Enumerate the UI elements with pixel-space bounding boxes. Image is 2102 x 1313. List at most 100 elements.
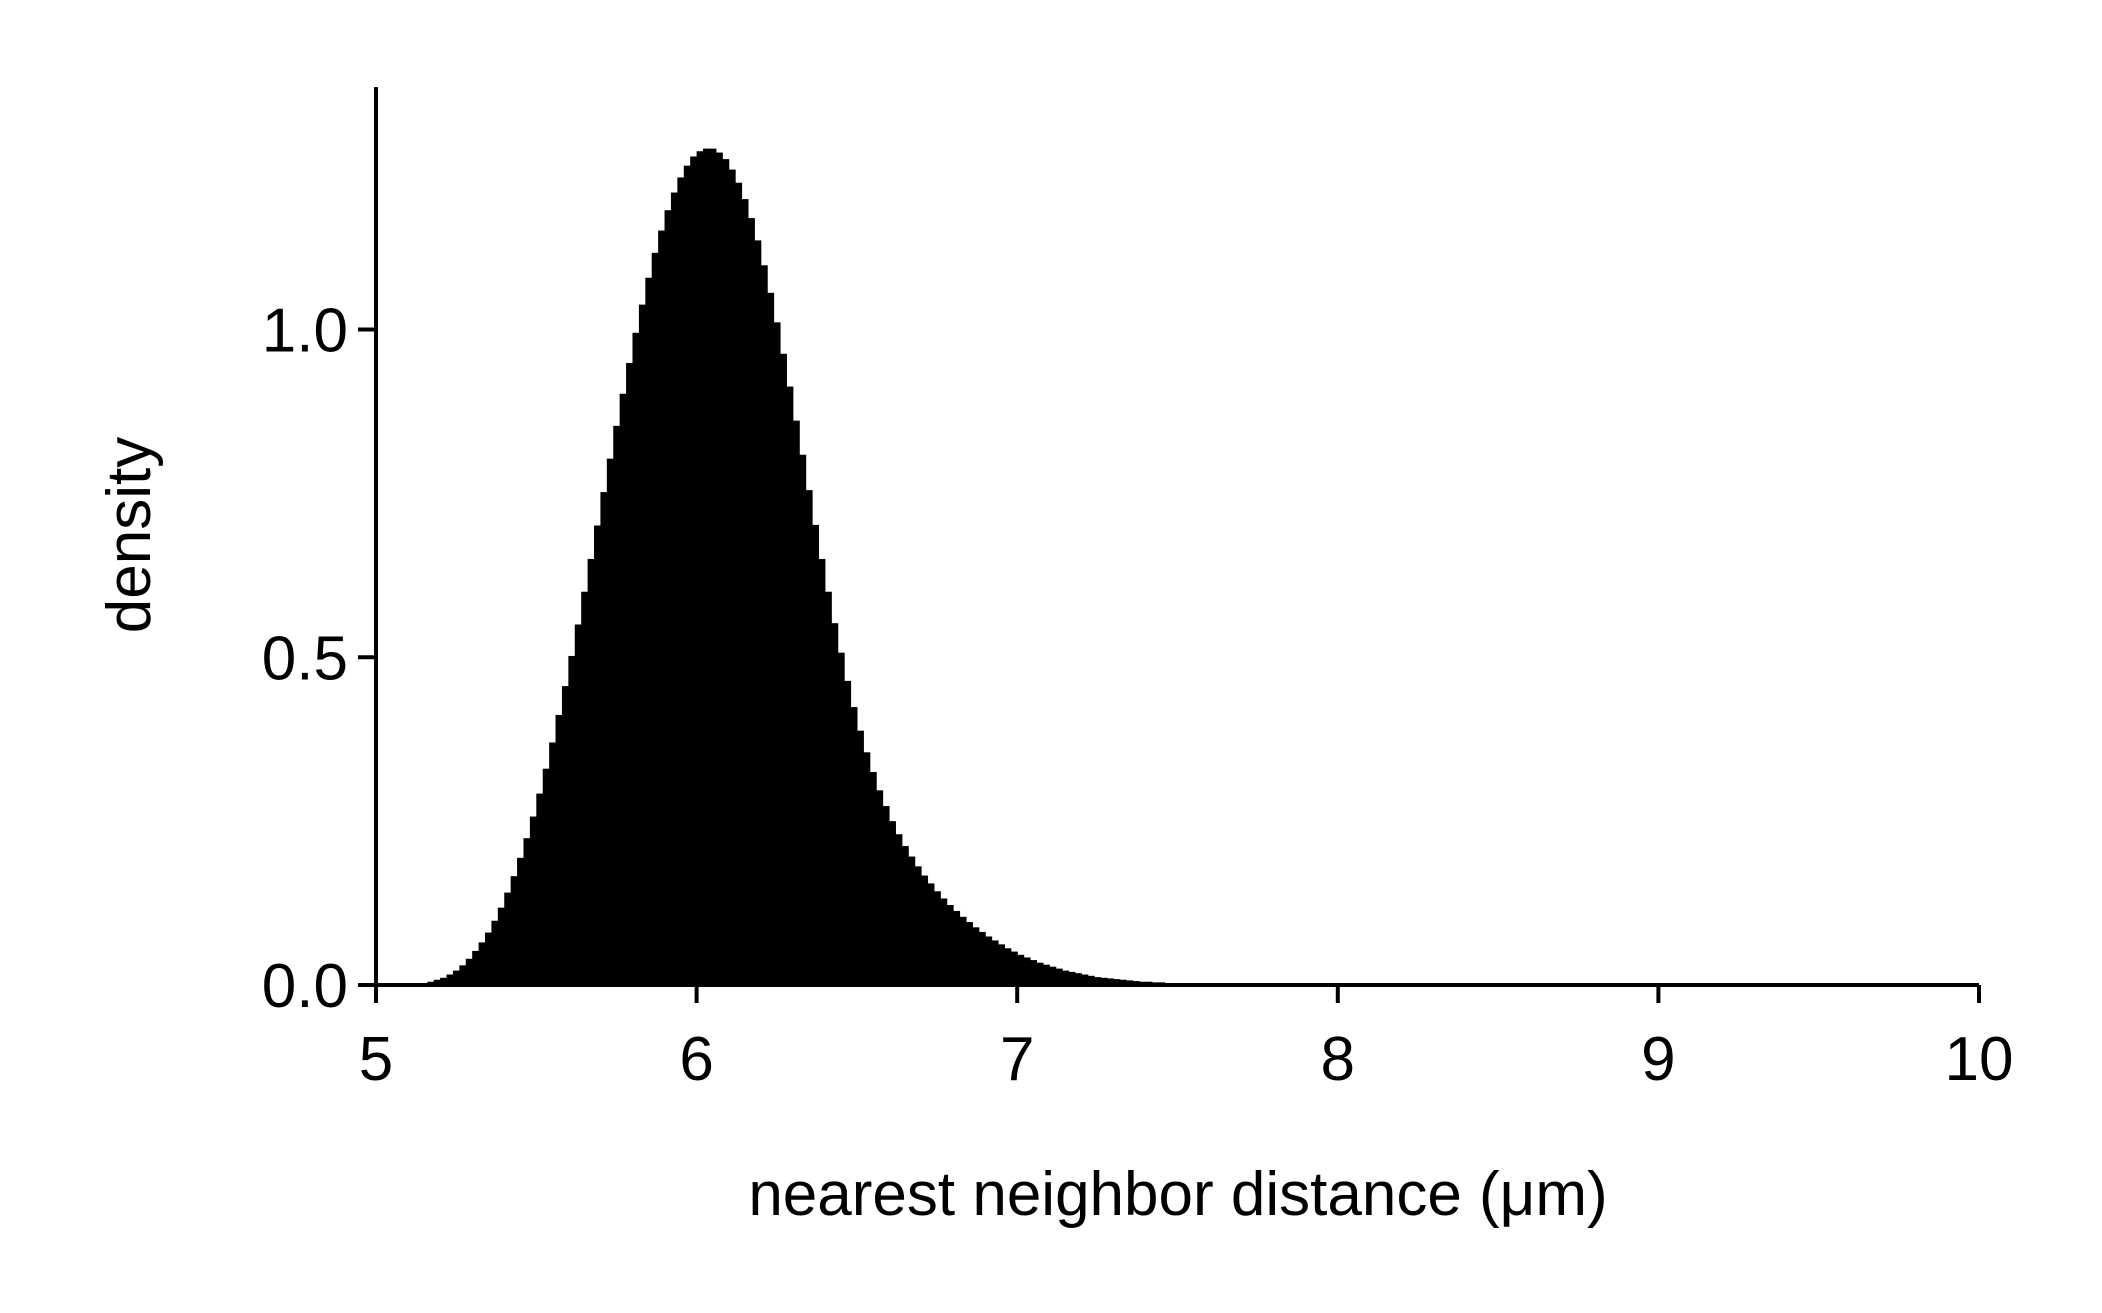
- histogram-bar: [696, 151, 704, 985]
- x-tick-label: 10: [1945, 1025, 2014, 1094]
- histogram-bar: [459, 965, 467, 985]
- histogram-bar: [1106, 978, 1114, 985]
- y-axis-label: density: [95, 437, 164, 633]
- histogram-bar: [754, 240, 762, 985]
- histogram-bar: [812, 524, 820, 985]
- histogram-bar: [497, 907, 505, 985]
- histogram-bar: [703, 148, 711, 985]
- histogram-bar: [914, 866, 922, 985]
- histogram-bar: [446, 974, 454, 985]
- x-tick-label: 5: [359, 1025, 393, 1094]
- histogram-bar: [831, 623, 839, 985]
- histogram-bar: [677, 177, 685, 986]
- histogram-bar: [1004, 948, 1012, 985]
- histogram-bar: [664, 210, 672, 986]
- histogram-bar: [594, 525, 602, 985]
- histogram-bar: [747, 218, 755, 985]
- histogram-bar: [767, 292, 775, 985]
- histogram-bar: [491, 920, 499, 985]
- histogram-bar: [1081, 974, 1089, 985]
- y-axis-ticks: 0.0 0.5 1.0: [262, 297, 376, 1021]
- histogram-bar: [882, 806, 890, 985]
- histogram-bar: [735, 182, 743, 985]
- histogram-bar: [658, 230, 666, 986]
- histogram-bar: [837, 652, 845, 985]
- histogram-bar: [690, 156, 698, 985]
- histogram-bar: [965, 922, 973, 985]
- x-axis-ticks: 5 6 7 8 9 10: [359, 985, 2014, 1094]
- histogram-bar: [651, 252, 659, 986]
- histogram-bar: [478, 942, 486, 985]
- y-tick-label: 0.0: [262, 952, 348, 1021]
- histogram-bar: [638, 304, 646, 985]
- histogram-bar: [1036, 962, 1044, 985]
- histogram-bar: [600, 492, 608, 985]
- x-tick-label: 6: [679, 1025, 713, 1094]
- histogram-bar: [779, 353, 787, 986]
- histogram-bar: [818, 558, 826, 985]
- histogram-bar: [626, 362, 634, 986]
- histogram-bar: [1062, 970, 1070, 985]
- histogram-bar: [901, 846, 909, 985]
- histogram-bar: [1094, 977, 1102, 985]
- histogram-bar: [921, 875, 929, 985]
- histogram-bar: [504, 892, 512, 985]
- histogram-bar: [953, 910, 961, 985]
- histogram-bar: [799, 454, 807, 985]
- histogram-bar: [1074, 973, 1082, 985]
- histogram-bar: [549, 742, 557, 985]
- histogram-bar: [946, 905, 954, 985]
- histogram-bar: [581, 591, 589, 985]
- histogram-bar: [728, 169, 736, 985]
- x-tick-label: 8: [1321, 1025, 1355, 1094]
- histogram-bar: [683, 165, 691, 986]
- histogram-bar: [715, 152, 723, 986]
- histogram-bar: [933, 891, 941, 985]
- histogram-bar: [440, 977, 448, 985]
- histogram-bar: [824, 591, 832, 985]
- histogram-bar: [1100, 977, 1108, 985]
- histogram-bar: [773, 322, 781, 986]
- y-tick-label: 0.5: [262, 624, 348, 693]
- histogram-bar: [632, 332, 640, 985]
- histogram-bar: [561, 686, 569, 985]
- histogram-bar: [722, 159, 730, 986]
- histogram-bar: [959, 916, 967, 985]
- x-axis-label: nearest neighbor distance (μm): [748, 1160, 1607, 1229]
- histogram-bar: [1119, 979, 1127, 985]
- histogram-bar: [927, 883, 935, 985]
- histogram-bar: [997, 944, 1005, 985]
- histogram-bar: [850, 707, 858, 985]
- histogram-bar: [895, 834, 903, 985]
- histogram-bar: [645, 277, 653, 986]
- histogram-bar: [991, 940, 999, 985]
- histogram-bar: [485, 932, 493, 985]
- histogram-bar: [619, 393, 627, 985]
- histogram-bar: [869, 771, 877, 985]
- histogram-bar: [760, 265, 768, 985]
- histogram-bar: [517, 857, 525, 985]
- histogram-bar: [972, 927, 980, 985]
- histogram-bar: [876, 790, 884, 985]
- histogram-bar: [908, 856, 916, 985]
- histogram-bar: [985, 936, 993, 985]
- histogram-bar: [433, 979, 441, 985]
- y-tick-label: 1.0: [262, 297, 348, 366]
- histogram-bar: [465, 958, 473, 985]
- x-tick-label: 7: [1000, 1025, 1034, 1094]
- histogram-bar: [529, 816, 537, 985]
- histogram-bar: [786, 386, 794, 985]
- histogram-bar: [1010, 951, 1018, 985]
- histogram-bar: [805, 490, 813, 985]
- histogram-bar: [1087, 975, 1095, 985]
- histogram-bar: [613, 425, 621, 986]
- histogram-bar: [1126, 980, 1134, 985]
- histogram-bar: [888, 821, 896, 985]
- histogram-bar: [555, 714, 563, 985]
- histogram-bar: [1042, 964, 1050, 985]
- histogram-bar: [1055, 968, 1063, 985]
- histogram-bar: [1023, 957, 1031, 985]
- histogram-bar: [978, 931, 986, 985]
- histogram-bar: [792, 420, 800, 986]
